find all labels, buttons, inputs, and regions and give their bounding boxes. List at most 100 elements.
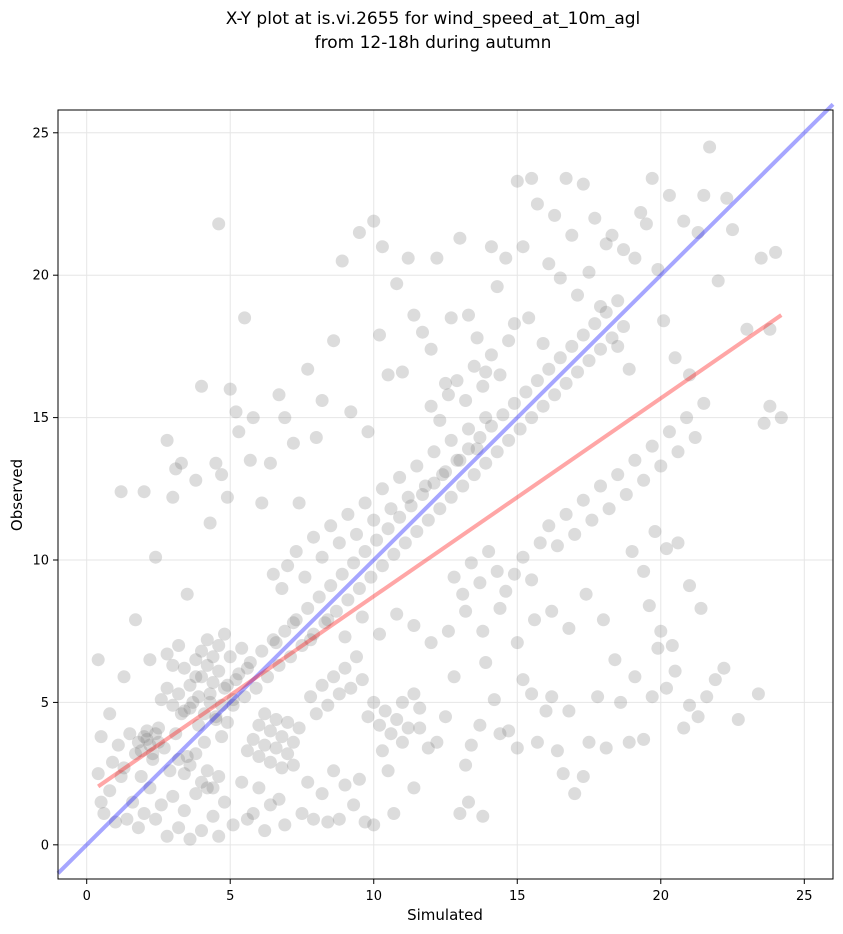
data-point <box>462 795 475 809</box>
data-point <box>594 300 607 313</box>
data-point <box>510 636 524 650</box>
data-point <box>530 197 544 211</box>
data-point <box>510 174 524 188</box>
data-point <box>197 735 211 749</box>
data-point <box>407 308 421 322</box>
y-tick-label: 15 <box>32 411 49 426</box>
data-point <box>189 473 203 487</box>
y-tick-label: 20 <box>32 269 49 284</box>
data-point <box>375 240 389 254</box>
data-point <box>252 750 266 763</box>
data-point <box>103 784 117 798</box>
data-point <box>665 639 679 652</box>
data-point <box>496 408 510 422</box>
data-point <box>516 550 530 564</box>
data-point <box>548 208 562 222</box>
data-point <box>312 590 326 604</box>
data-point <box>542 519 556 533</box>
data-point <box>166 658 180 672</box>
data-point <box>622 735 636 749</box>
data-point <box>269 713 283 726</box>
data-point <box>720 191 734 205</box>
data-point <box>197 707 211 721</box>
data-point <box>226 818 240 832</box>
data-point <box>341 507 355 521</box>
data-point <box>668 351 682 365</box>
data-point <box>708 673 722 687</box>
fit-line <box>97 313 783 789</box>
data-point <box>582 354 596 368</box>
data-point <box>594 342 607 356</box>
data-point <box>338 661 352 675</box>
data-point <box>152 735 165 749</box>
data-point <box>453 453 467 467</box>
data-point <box>278 818 292 832</box>
data-point <box>421 741 435 755</box>
data-point <box>582 265 596 279</box>
data-point <box>203 516 217 530</box>
data-point <box>493 601 507 615</box>
data-point <box>169 462 183 476</box>
data-point <box>266 567 280 581</box>
data-point <box>166 698 180 712</box>
data-point <box>507 567 521 581</box>
data-point <box>195 379 208 393</box>
data-point <box>218 795 231 809</box>
data-point <box>149 550 163 564</box>
data-point <box>332 687 346 701</box>
data-point <box>381 368 395 382</box>
data-point <box>769 245 783 259</box>
data-point <box>407 619 421 632</box>
data-point <box>275 730 289 744</box>
data-point <box>378 704 392 718</box>
y-tick-label: 10 <box>32 554 49 569</box>
data-point <box>637 732 651 746</box>
data-point <box>192 718 206 732</box>
data-point <box>289 613 303 627</box>
data-point <box>660 542 673 556</box>
data-point <box>614 695 628 709</box>
data-point <box>160 647 174 661</box>
data-point <box>172 687 186 701</box>
data-point <box>637 473 651 487</box>
data-point <box>152 721 165 735</box>
data-point <box>263 456 277 470</box>
data-point <box>272 388 286 402</box>
data-point <box>660 681 673 695</box>
data-point <box>235 641 249 655</box>
data-point <box>424 399 438 413</box>
data-point <box>315 394 329 407</box>
data-point <box>304 633 318 647</box>
data-point <box>269 741 283 755</box>
data-point <box>502 433 516 447</box>
data-point <box>410 459 424 473</box>
data-point <box>628 670 642 684</box>
data-point <box>484 419 498 433</box>
data-point <box>218 627 231 641</box>
data-point <box>183 758 197 772</box>
data-point <box>510 741 524 755</box>
x-tick-label: 15 <box>509 889 526 904</box>
data-point <box>528 613 541 627</box>
data-point <box>550 744 564 758</box>
data-point <box>470 331 484 345</box>
data-point <box>387 807 401 820</box>
data-point <box>352 772 366 786</box>
data-point <box>473 576 487 590</box>
data-point <box>398 536 412 550</box>
data-point <box>324 519 338 533</box>
data-point <box>634 206 648 219</box>
data-point <box>229 405 243 419</box>
data-point <box>548 388 562 402</box>
data-point <box>553 271 567 285</box>
data-point <box>327 334 341 348</box>
x-tick-label: 10 <box>365 889 382 904</box>
data-point <box>226 698 240 712</box>
data-point <box>459 394 473 407</box>
data-point <box>352 226 366 239</box>
data-point <box>307 627 320 641</box>
data-point <box>131 821 145 835</box>
data-point <box>654 459 668 473</box>
data-point <box>490 564 504 578</box>
data-point <box>174 707 188 721</box>
